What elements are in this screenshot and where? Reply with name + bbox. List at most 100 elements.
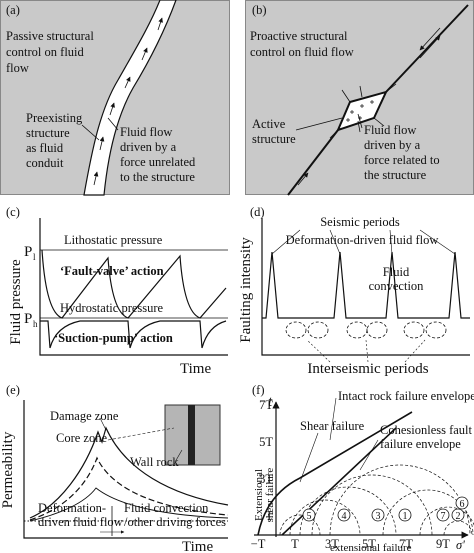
label: Proactive structural xyxy=(250,29,348,43)
leader-line xyxy=(107,427,175,441)
leader-line xyxy=(299,432,319,483)
fracture-mark xyxy=(370,100,374,104)
convection-cell xyxy=(425,321,447,339)
leader-line xyxy=(389,229,393,255)
label: as fluid xyxy=(26,141,64,155)
circle-number: 1 xyxy=(403,511,408,522)
leader-line xyxy=(404,339,426,363)
y-tick-label: 7T xyxy=(259,398,273,412)
mohr-circle xyxy=(279,514,321,536)
label: failure envelope xyxy=(380,437,461,451)
label: control on fluid flow xyxy=(250,45,354,59)
x-tick-label: −T xyxy=(251,537,266,551)
panel-label: (b) xyxy=(252,3,267,17)
label: Lithostatic pressure xyxy=(64,233,163,247)
symbol: P xyxy=(24,311,32,327)
symbol: P xyxy=(24,244,32,260)
label: driven by a xyxy=(120,140,177,154)
mohr-circle xyxy=(311,474,433,536)
intact-envelope xyxy=(257,411,413,536)
label: Fluid flow xyxy=(364,123,416,137)
label: force related to xyxy=(364,153,440,167)
axis-title: Faulting intensity xyxy=(238,237,254,343)
label: Passive structural xyxy=(6,29,94,43)
panel-label: (f) xyxy=(252,383,265,397)
label: structure xyxy=(252,132,296,146)
mohr-circle xyxy=(443,520,473,536)
circle-number: 3 xyxy=(376,511,381,522)
axis-title: Time xyxy=(182,539,213,553)
circle-number: 7 xyxy=(441,511,446,522)
leader-line xyxy=(99,417,107,431)
circle-marker xyxy=(371,508,385,522)
label: Hydrostatic pressure xyxy=(60,301,164,315)
fault-line xyxy=(287,129,339,196)
flow-arrow xyxy=(109,102,115,116)
y-tick-label: T xyxy=(265,509,273,523)
fracture-spike xyxy=(357,120,361,133)
y-tick-label: 5T xyxy=(259,435,273,449)
subscript: l xyxy=(33,252,36,262)
y-tick-label: 3T xyxy=(259,472,273,486)
fracture-mark xyxy=(358,116,362,120)
panel-label: (d) xyxy=(250,205,265,219)
label: Deformation-driven fluid flow xyxy=(286,233,439,247)
axis-title: Permeability xyxy=(0,431,16,508)
label: Wall rock xyxy=(130,455,179,469)
x-tick-label: 5T xyxy=(362,537,376,551)
leader-line xyxy=(306,339,331,363)
circle-marker xyxy=(436,508,450,522)
axes xyxy=(261,218,470,356)
label: Intact rock failure envelope xyxy=(338,389,474,403)
leader-line xyxy=(271,229,301,255)
axis-title: σ' xyxy=(456,538,465,552)
label: force unrelated xyxy=(120,155,196,169)
leader-line xyxy=(295,117,343,131)
label: ‘Suction-pump’ action xyxy=(54,331,173,345)
label: Cohesionless fault xyxy=(380,423,473,437)
flow-arrow xyxy=(93,171,99,186)
convection-cell xyxy=(403,321,425,339)
label: structure xyxy=(26,126,70,140)
circle-number: 6 xyxy=(460,499,465,510)
fracture-spike xyxy=(341,89,351,103)
label: Shear failure xyxy=(300,419,365,433)
x-tick-label: 9T xyxy=(436,537,450,551)
label: /other driving forces xyxy=(124,515,226,529)
flow-arrow xyxy=(297,172,309,186)
fracture-mark xyxy=(346,118,350,122)
label: ‘Fault-valve’ action xyxy=(60,264,164,278)
suction-pump-curve xyxy=(40,320,227,349)
label: Core zone xyxy=(56,431,107,445)
label: driven by a xyxy=(364,138,421,152)
intensity-curve xyxy=(262,251,470,319)
shear-arrow xyxy=(419,35,441,59)
circle-number: 2 xyxy=(456,511,461,522)
wall-rock-curve xyxy=(29,487,229,522)
leader-line xyxy=(107,117,119,131)
leader-line xyxy=(174,449,183,463)
subscript: h xyxy=(33,319,38,329)
fault-line xyxy=(385,4,469,93)
fracture-mark xyxy=(350,110,354,114)
mohr-circle xyxy=(289,499,361,536)
convection-cell xyxy=(285,321,307,339)
fracture-spike xyxy=(329,129,339,139)
axis-title: Time xyxy=(180,361,211,377)
label: Fluid convection xyxy=(124,501,209,515)
convection-cell xyxy=(307,321,329,339)
leader-line xyxy=(357,113,363,129)
circle-marker xyxy=(398,508,412,522)
label: driven fluid flow xyxy=(38,515,123,529)
label: shear failure xyxy=(264,468,276,523)
circle-marker xyxy=(302,508,316,522)
flow-arrow xyxy=(99,136,105,151)
fracture-spike xyxy=(359,85,363,98)
leader-line xyxy=(419,229,456,255)
axes xyxy=(23,400,228,539)
circle-number: 5 xyxy=(307,511,312,522)
fluid-conduit xyxy=(83,0,177,196)
leader-line xyxy=(81,124,100,141)
x-tick-label: T xyxy=(291,537,299,551)
core-zone-curve xyxy=(29,456,229,521)
